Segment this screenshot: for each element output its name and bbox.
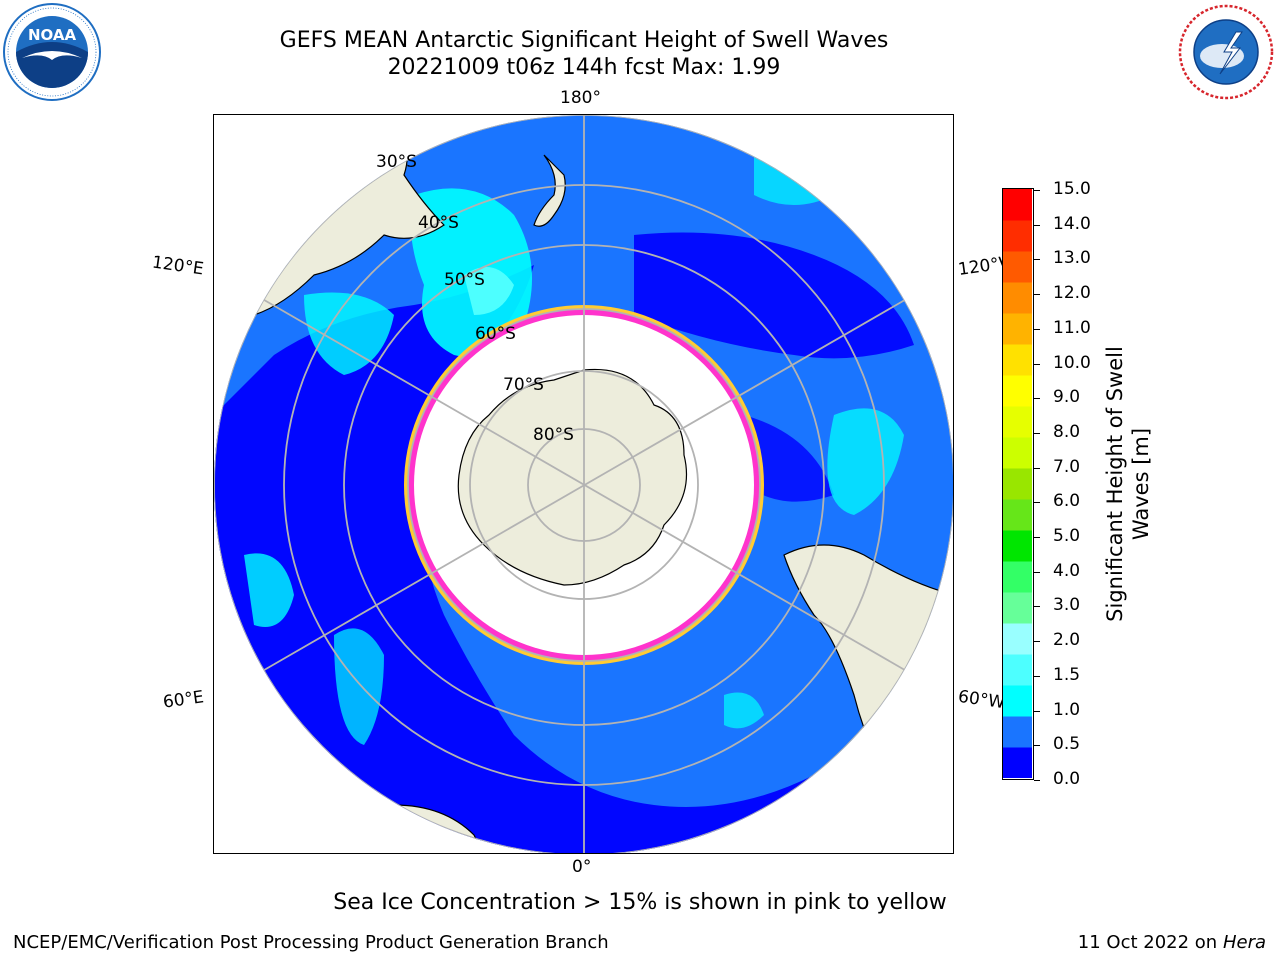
colorbar-tick-mark <box>1034 606 1040 608</box>
latitude-label-50s: 50°S <box>444 270 485 290</box>
chart-subtitle: 20221009 t06z 144h fcst Max: 1.99 <box>387 55 781 80</box>
noaa-logo-icon: NOAA <box>2 2 102 102</box>
colorbar-tick-label: 6.0 <box>1053 491 1081 512</box>
latitude-label-70s: 70°S <box>503 375 544 395</box>
colorbar-tick-label: 4.0 <box>1053 560 1081 581</box>
colorbar-tick-mark <box>1034 780 1040 781</box>
colorbar-tick-label: 2.0 <box>1053 630 1081 651</box>
colorbar-tick-label: 5.0 <box>1053 526 1081 547</box>
footer-host: Hera <box>1222 932 1266 953</box>
colorbar-swatch <box>1003 468 1032 500</box>
meridian-label-0: 0° <box>572 857 592 877</box>
colorbar-tick-label: 1.0 <box>1053 699 1081 720</box>
colorbar-tick-label: 0.5 <box>1053 734 1081 755</box>
colorbar-tick-mark <box>1034 710 1040 712</box>
colorbar-tick-label: 1.5 <box>1053 664 1081 685</box>
colorbar-tick-mark <box>1034 641 1040 643</box>
colorbar-tick-label: 0.0 <box>1053 769 1081 789</box>
colorbar-label: Significant Height of Swell Waves [m] <box>1103 346 1153 622</box>
footer-date-text: 11 Oct 2022 on <box>1077 932 1223 953</box>
colorbar-tick-label: 14.0 <box>1053 213 1091 234</box>
chart-title: GEFS MEAN Antarctic Significant Height o… <box>279 28 889 53</box>
colorbar-tick-mark <box>1034 363 1040 365</box>
colorbar-tick-mark <box>1034 537 1040 539</box>
colorbar-tick-label: 10.0 <box>1053 352 1091 373</box>
colorbar-swatch <box>1003 406 1032 438</box>
sea-ice-footnote: Sea Ice Concentration > 15% is shown in … <box>333 890 947 915</box>
colorbar-tick-label: 13.0 <box>1053 248 1091 269</box>
colorbar-swatch <box>1003 623 1032 655</box>
nws-logo-icon <box>1176 2 1276 102</box>
colorbar-tick-label: 3.0 <box>1053 595 1081 616</box>
latitude-label-30s: 30°S <box>376 152 417 172</box>
colorbar-tick-label: 12.0 <box>1053 283 1091 304</box>
colorbar-swatch <box>1003 530 1032 562</box>
colorbar-swatch <box>1003 499 1032 531</box>
polar-map <box>213 114 954 854</box>
meridian-label-180: 180° <box>560 88 601 108</box>
svg-text:NOAA: NOAA <box>28 26 77 44</box>
footer-source: NCEP/EMC/Verification Post Processing Pr… <box>13 932 609 953</box>
madagascar-landmass <box>214 734 326 853</box>
colorbar-swatch <box>1003 685 1032 717</box>
colorbar-swatch <box>1003 189 1032 221</box>
colorbar-tick-label: 7.0 <box>1053 456 1081 477</box>
colorbar-tick-mark <box>1034 502 1040 504</box>
meridian-label-120e: 120°E <box>150 252 205 280</box>
latitude-label-40s: 40°S <box>418 213 459 233</box>
footer-date: 11 Oct 2022 on Hera <box>1078 932 1266 953</box>
latitude-label-60s: 60°S <box>475 324 516 344</box>
colorbar-tick-mark <box>1034 224 1040 226</box>
colorbar-tick-label: 11.0 <box>1053 317 1091 338</box>
colorbar-swatch <box>1003 282 1032 314</box>
colorbar-swatch <box>1003 375 1032 407</box>
colorbar-tick-mark <box>1034 571 1040 573</box>
colorbar-tick-label: 8.0 <box>1053 421 1081 442</box>
new-zealand-landmass <box>533 154 566 227</box>
meridian-label-60w: 60°W <box>956 686 1007 714</box>
graticule <box>214 115 953 853</box>
colorbar-tick-mark <box>1034 675 1040 677</box>
latitude-label-80s: 80°S <box>533 425 574 445</box>
colorbar-tick-mark <box>1034 745 1040 747</box>
colorbar-swatch <box>1003 313 1032 345</box>
colorbar-tick-mark <box>1034 432 1040 434</box>
colorbar-swatch <box>1003 220 1032 252</box>
colorbar-tick-mark <box>1034 398 1040 400</box>
colorbar-tick-mark <box>1034 294 1040 296</box>
colorbar-tick-mark <box>1034 467 1040 469</box>
colorbar-tick-mark <box>1034 328 1040 330</box>
colorbar-swatch <box>1003 344 1032 376</box>
meridian-label-60e: 60°E <box>161 687 206 713</box>
colorbar-tick-mark <box>1034 259 1040 261</box>
colorbar-tick-label: 15.0 <box>1053 179 1091 199</box>
colorbar-tick-label: 9.0 <box>1053 387 1081 408</box>
colorbar-swatch <box>1003 437 1032 469</box>
colorbar-swatch <box>1003 716 1032 748</box>
colorbar-swatch <box>1003 747 1032 778</box>
colorbar-swatch <box>1003 561 1032 593</box>
colorbar-tick-mark <box>1034 190 1040 191</box>
colorbar-swatch <box>1003 251 1032 283</box>
colorbar <box>1002 188 1034 780</box>
colorbar-swatch <box>1003 592 1032 624</box>
colorbar-swatch <box>1003 654 1032 686</box>
